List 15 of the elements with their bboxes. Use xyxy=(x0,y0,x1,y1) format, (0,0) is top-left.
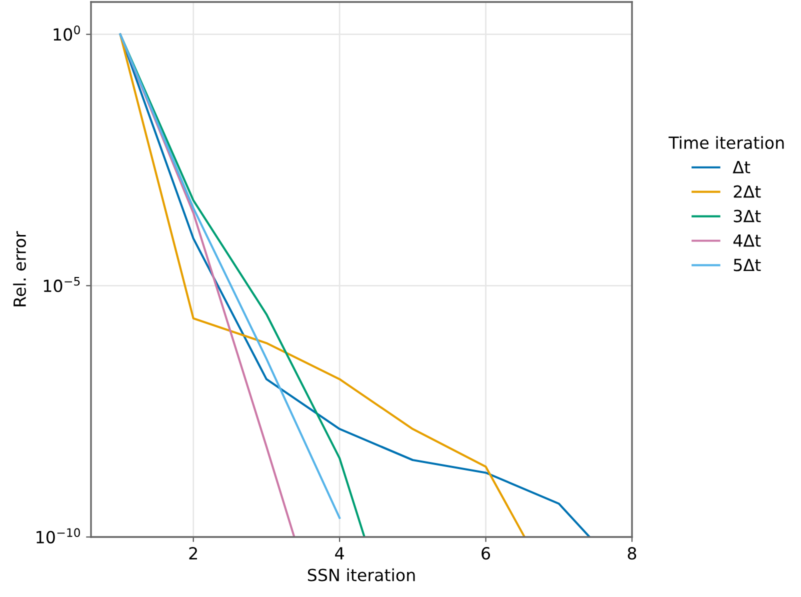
y-tick-label: 10$^{−10}$ xyxy=(36,528,80,544)
legend-label: 2Δt xyxy=(734,185,761,198)
legend-title: Time iteration xyxy=(668,136,784,149)
legend-label: 4Δt xyxy=(733,234,761,247)
x-tick-label: 6 xyxy=(482,547,490,560)
x-tick-label: 4 xyxy=(335,547,344,560)
y-tick-label: 10$^{0}$ xyxy=(54,26,80,41)
x-tick-label: 8 xyxy=(628,547,636,560)
x-tick-label: 2 xyxy=(189,547,197,560)
legend-label: Δt xyxy=(732,161,750,174)
legend-label: 5Δt xyxy=(734,258,761,272)
x-axis-title: SSN iteration xyxy=(308,568,415,582)
legend-label: 3Δt xyxy=(734,210,761,222)
y-axis-title: Rel. error xyxy=(13,231,26,306)
y-tick-label: 10$^{−5}$ xyxy=(44,277,80,292)
